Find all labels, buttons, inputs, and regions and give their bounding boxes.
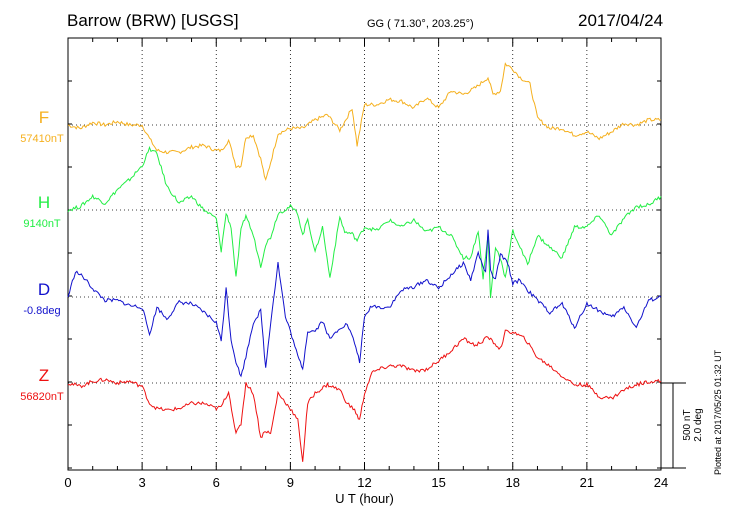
station-title: Barrow (BRW) [USGS] xyxy=(67,11,239,30)
legend-baseline-d: -0.8deg xyxy=(23,305,60,317)
x-tick-label: 6 xyxy=(213,475,220,490)
scale-bar-label-deg: 2.0 deg xyxy=(693,408,704,441)
x-tick-label: 18 xyxy=(506,475,520,490)
legend-baseline-f: 57410nT xyxy=(20,133,64,145)
x-tick-label: 15 xyxy=(431,475,445,490)
plot-date: 2017/04/24 xyxy=(578,11,664,30)
series-line-d xyxy=(67,229,662,378)
series-line-z xyxy=(67,329,662,462)
x-tick-label: 21 xyxy=(580,475,594,490)
legend-name-f: F xyxy=(39,108,49,127)
station-coords: GG ( 71.30°, 203.25°) xyxy=(367,18,474,30)
scale-bar-label-nt: 500 nT xyxy=(682,409,693,440)
legend-baseline-h: 9140nT xyxy=(23,218,61,230)
series-line-f xyxy=(67,62,662,182)
x-axis-label: U T (hour) xyxy=(335,491,394,506)
legend-name-z: Z xyxy=(39,366,49,385)
x-tick-label: 24 xyxy=(654,475,668,490)
x-tick-label: 3 xyxy=(139,475,146,490)
x-tick-label: 12 xyxy=(357,475,371,490)
series-line-h xyxy=(67,145,662,299)
legend-baseline-z: 56820nT xyxy=(20,391,64,403)
legend-name-d: D xyxy=(38,280,50,299)
legend-name-h: H xyxy=(38,193,50,212)
x-tick-label: 9 xyxy=(287,475,294,490)
x-tick-label: 0 xyxy=(64,475,71,490)
